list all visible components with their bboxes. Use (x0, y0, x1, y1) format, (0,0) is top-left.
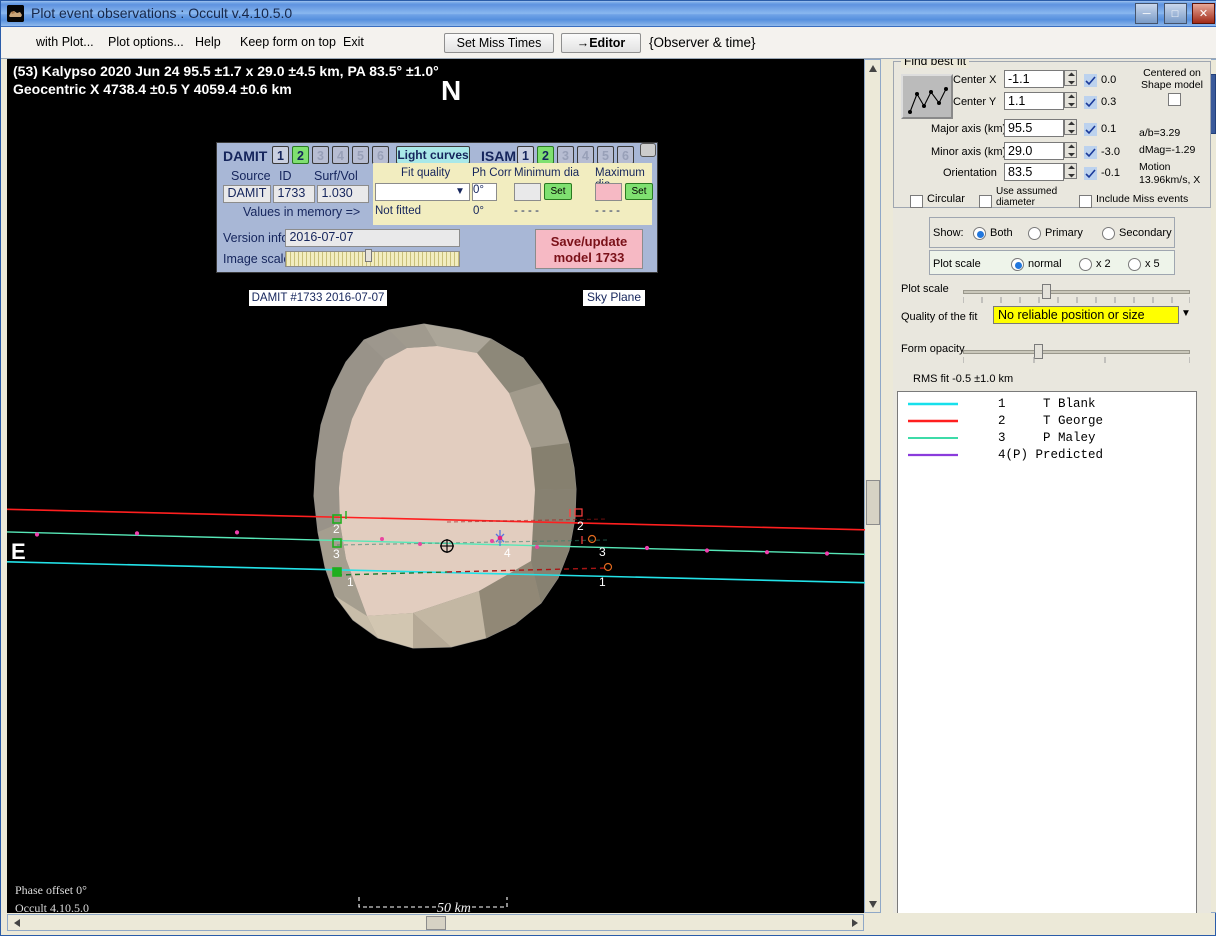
svg-text:E: E (11, 539, 26, 564)
svg-text:3: 3 (333, 547, 340, 561)
svg-text:Phase offset 0°: Phase offset 0° (15, 883, 87, 897)
svg-text:2: 2 (577, 519, 584, 533)
svg-text:2: 2 (333, 522, 340, 536)
svg-text:4: 4 (504, 546, 511, 560)
svg-text:Occult 4.10.5.0: Occult 4.10.5.0 (15, 901, 89, 913)
svg-text:1: 1 (347, 575, 354, 589)
svg-text:50 km: 50 km (437, 901, 471, 913)
svg-text:3: 3 (599, 545, 606, 559)
svg-text:1: 1 (599, 575, 606, 589)
